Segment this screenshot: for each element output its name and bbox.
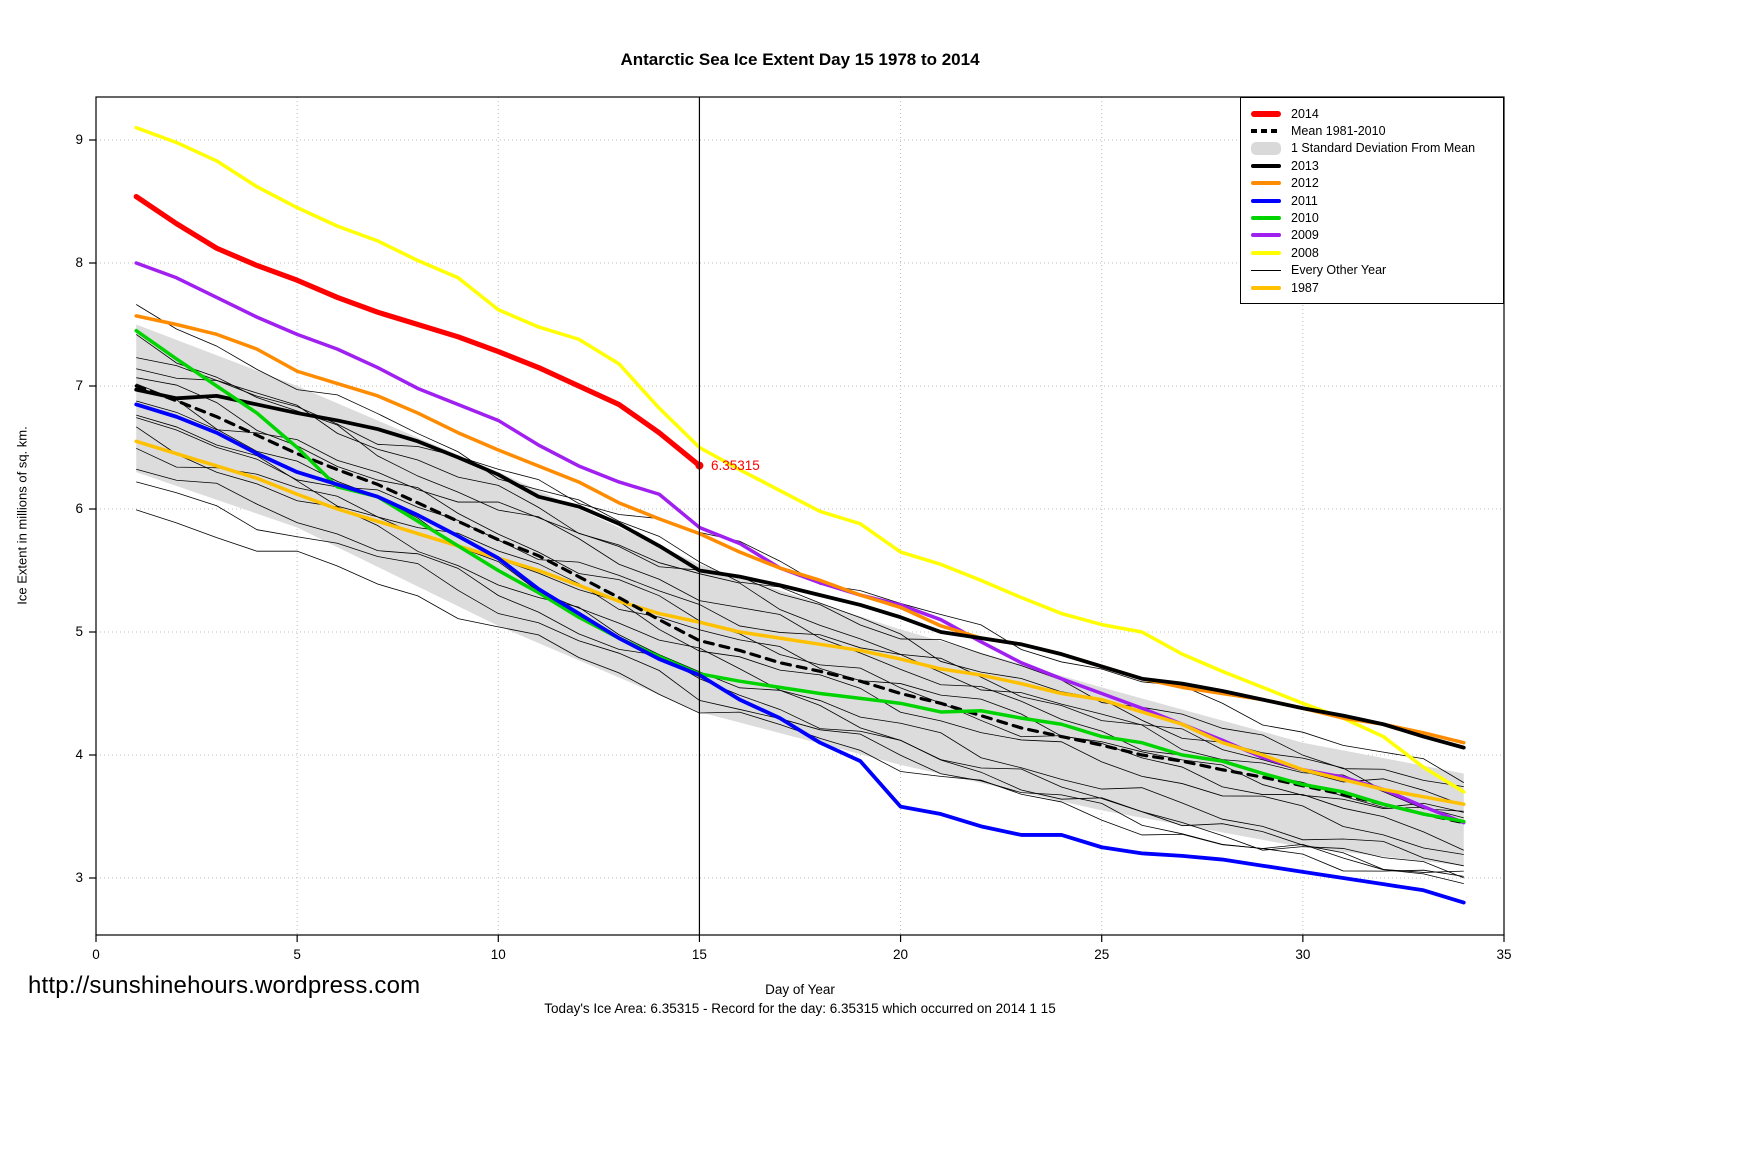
- legend-item: 2011: [1251, 192, 1503, 209]
- legend-swatch-thick: [1251, 110, 1281, 117]
- legend: 2014 Mean 1981-2010 1 Standard Deviation F…: [1240, 97, 1504, 305]
- url-text: http://sunshinehours.wordpress.com: [28, 972, 421, 999]
- legend-swatch-line: [1251, 285, 1281, 290]
- y-axis-label: Ice Extent in millions of sq. km.: [14, 426, 30, 605]
- legend-swatch-line: [1251, 250, 1281, 255]
- x-tick-label: 10: [491, 947, 506, 962]
- legend-item: 2012: [1251, 175, 1503, 192]
- legend-swatch-line: [1251, 216, 1281, 221]
- legend-label: 2012: [1291, 176, 1319, 191]
- legend-item: 2009: [1251, 227, 1503, 244]
- y-tick-label: 3: [75, 870, 83, 885]
- x-tick-label: 25: [1094, 947, 1109, 962]
- legend-swatch-line: [1251, 181, 1281, 186]
- legend-label: 2011: [1291, 193, 1318, 208]
- every-other-year-line: [136, 417, 1464, 812]
- every-other-year-line: [136, 377, 1464, 851]
- legend-item: 1987: [1251, 279, 1503, 296]
- x-tick-label: 20: [893, 947, 908, 962]
- series-mean-1981-2010: [134, 384, 1466, 825]
- y-tick-label: 9: [75, 132, 83, 147]
- series-2011: [134, 402, 1466, 905]
- series-1987: [134, 439, 1466, 806]
- legend-item: 2010: [1251, 209, 1503, 226]
- x-tick-label: 5: [293, 947, 301, 962]
- legend-label: Every Other Year: [1291, 263, 1387, 278]
- y-tick-label: 8: [75, 255, 83, 270]
- y-tick-label: 6: [75, 501, 83, 516]
- x-tick-label: 15: [692, 947, 707, 962]
- every-other-year-line: [136, 414, 1464, 867]
- legend-item: 1 Standard Deviation From Mean: [1251, 140, 1503, 157]
- x-axis-label: Day of Year: [765, 982, 835, 997]
- series-2013: [134, 387, 1466, 750]
- legend-swatch-line: [1251, 163, 1281, 168]
- record-annotation: 6.35315: [711, 458, 760, 473]
- y-tick-label: 4: [75, 747, 83, 762]
- every-other-year-line: [136, 400, 1464, 788]
- every-other-year-line: [136, 357, 1464, 806]
- series-2008: [134, 125, 1466, 794]
- legend-item: 2013: [1251, 157, 1503, 174]
- legend-label: 2010: [1291, 211, 1319, 226]
- legend-swatch-thin: [1251, 269, 1281, 271]
- legend-item: 2008: [1251, 244, 1503, 261]
- legend-swatch-dashed: [1251, 129, 1281, 134]
- legend-label: Mean 1981-2010: [1291, 124, 1386, 139]
- legend-label: 2014: [1291, 106, 1319, 121]
- legend-label: 2008: [1291, 245, 1319, 260]
- y-tick-label: 7: [75, 378, 83, 393]
- x-tick-label: 0: [92, 947, 100, 962]
- chart-title: Antarctic Sea Ice Extent Day 15 1978 to …: [620, 50, 980, 69]
- legend-item: 2014: [1251, 105, 1503, 122]
- legend-swatch-line: [1251, 233, 1281, 238]
- legend-item: Mean 1981-2010: [1251, 122, 1503, 139]
- legend-label: 2009: [1291, 228, 1319, 243]
- series-2014: [133, 193, 703, 469]
- legend-label: 1987: [1291, 280, 1319, 295]
- every-other-year-line: [136, 468, 1464, 879]
- footer-note: Today's Ice Area: 6.35315 - Record for t…: [544, 1001, 1056, 1016]
- plot-border: [95, 96, 1505, 936]
- x-tick-label: 35: [1496, 947, 1511, 962]
- x-tick-label: 30: [1295, 947, 1310, 962]
- every-other-year-line: [136, 447, 1464, 819]
- legend-label: 2013: [1291, 158, 1319, 173]
- legend-swatch-line: [1251, 198, 1281, 203]
- legend-item: Every Other Year: [1251, 262, 1503, 279]
- y-tick-label: 5: [75, 624, 83, 639]
- legend-swatch-band: [1251, 141, 1281, 155]
- legend-label: 1 Standard Deviation From Mean: [1291, 141, 1476, 156]
